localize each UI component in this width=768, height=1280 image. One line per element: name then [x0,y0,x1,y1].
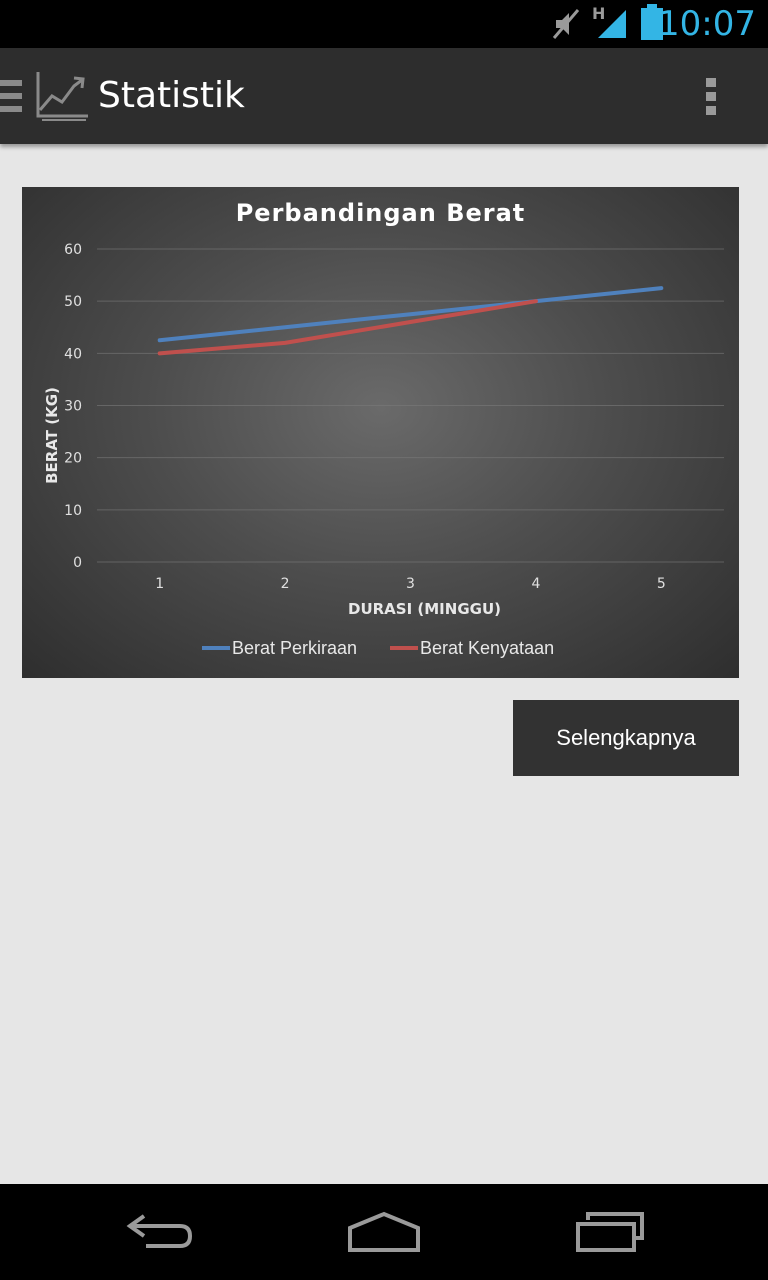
home-icon[interactable] [344,1210,424,1254]
x-tick-label: 2 [281,576,290,592]
x-tick-label: 1 [155,576,164,592]
clock: 10:07 [658,4,756,44]
action-bar: Statistik [0,48,768,144]
series-line-2 [157,299,538,356]
x-tick-label: 5 [657,576,666,592]
signal-icon [598,10,626,38]
weight-chart: Perbandingan Berat 0 10 20 30 40 50 60 1 2 3 4 5 DUR… [22,187,739,678]
y-tick-label: 10 [64,503,82,519]
y-tick-label: 0 [73,555,82,571]
status-bar: H 10:07 [0,0,768,48]
legend-label-1: Berat Perkiraan [232,638,357,658]
x-axis-title: DURASI (MINGGU) [348,600,501,618]
legend-label-2: Berat Kenyataan [420,638,554,658]
battery-icon [641,4,663,40]
navigation-bar [0,1184,768,1280]
chart-title: Perbandingan Berat [235,199,526,227]
x-tick-label: 3 [406,576,415,592]
network-type-label: H [592,4,606,23]
page-title: Statistik [98,75,245,116]
series-line-1 [157,286,664,343]
y-tick-label: 40 [64,346,82,362]
more-button[interactable]: Selengkapnya [513,700,739,776]
overflow-menu-icon[interactable] [696,74,728,118]
menu-icon[interactable] [0,76,24,116]
mute-icon [552,9,580,39]
y-tick-label: 20 [64,451,82,467]
y-tick-label: 30 [64,399,82,415]
recent-apps-icon[interactable] [572,1210,648,1254]
y-axis-title: BERAT (KG) [43,387,61,484]
y-tick-label: 60 [64,242,82,258]
back-icon[interactable] [122,1210,198,1254]
chart-plot: 0 10 20 30 40 50 60 1 2 3 4 5 DURASI (MINGGU) BERAT (… [43,242,724,658]
chart-icon[interactable] [34,70,90,124]
x-tick-label: 4 [531,576,540,592]
y-tick-label: 50 [64,294,82,310]
